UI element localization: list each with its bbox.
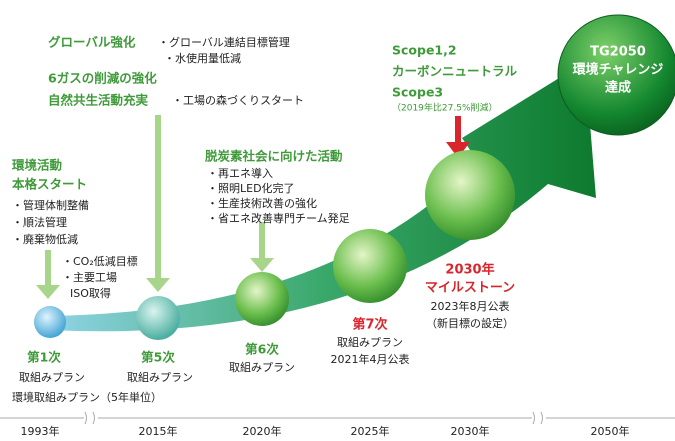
scope: Scope1,2 (392, 43, 457, 58)
plan-name: 第7次 (352, 317, 387, 333)
item: ・主要工場 (62, 271, 117, 284)
goal-text: TG2050 (590, 45, 646, 60)
goal-text: 達成 (605, 80, 631, 96)
milestone: マイルストーン (425, 281, 515, 296)
item: ・CO₂低減目標 (62, 254, 138, 268)
plan-date: 2023年8月公表 (431, 299, 510, 313)
down-arrow (36, 250, 60, 299)
plan-note: （新目標の設定） (426, 316, 514, 330)
scope: カーボンニュートラル (392, 64, 518, 79)
sphere (235, 272, 289, 326)
year: 2020年 (243, 424, 282, 438)
texts: グローバル強化 ・グローバル連結目標管理 ・水使用量低減 6ガスの削減の強化 自… (12, 35, 663, 405)
item: ・再エネ導入 (207, 166, 273, 180)
item: ・照明LED化完了 (207, 181, 295, 195)
series-note: 環境取組みプラン（5年単位） (12, 390, 162, 404)
item: ・工場の森づくりスタート (172, 93, 304, 107)
sphere (425, 150, 515, 240)
down-arrow (146, 115, 170, 292)
item: ・管理体制整備 (12, 198, 89, 212)
year: 2050年 (591, 424, 630, 438)
plan-name: 第6次 (245, 342, 279, 357)
plan-sub: 取組みプラン (19, 371, 85, 384)
plan-sub: 取組みプラン (337, 336, 403, 349)
plan-name: 第1次 (27, 350, 61, 365)
item: ・廃棄物低減 (12, 232, 78, 246)
sphere (333, 229, 407, 303)
milestone: 2030年 (445, 262, 494, 278)
year: 1993年 (21, 424, 60, 438)
timeline: 1993年 2015年 2020年 2025年 2030年 2050年 (0, 411, 675, 438)
heading: 自然共生活動充実 (48, 93, 149, 108)
year: 2030年 (451, 424, 490, 438)
item: ・水使用量低減 (164, 51, 241, 65)
heading: 脱炭素社会に向けた活動 (205, 149, 343, 164)
goal-text: 環境チャレンジ (573, 62, 664, 78)
year: 2025年 (351, 424, 390, 438)
break (84, 411, 543, 425)
item: ・順法管理 (12, 215, 67, 229)
plan-sub: 取組みプラン (229, 361, 295, 374)
scope: Scope3 (392, 85, 443, 100)
spheres (34, 14, 675, 340)
heading: 環境活動 (12, 158, 62, 173)
item: ISO取得 (70, 287, 111, 300)
down-arrow (250, 222, 274, 272)
heading: 本格スタート (12, 177, 87, 192)
plan-sub: 取組みプラン (127, 371, 193, 384)
plan-name: 第5次 (141, 350, 175, 365)
sphere (136, 296, 180, 340)
item: ・省エネ改善専門チーム発足 (207, 211, 350, 225)
item: ・グローバル連結目標管理 (158, 35, 290, 49)
goal-sphere (557, 14, 675, 136)
red-arrow (446, 116, 470, 158)
plan-date: 2021年4月公表 (331, 352, 410, 366)
heading: 6ガスの削減の強化 (48, 71, 157, 86)
scope-note: （2019年比27.5%削減） (392, 102, 498, 114)
heading: グローバル強化 (48, 35, 136, 50)
year: 2015年 (139, 424, 178, 438)
item: ・生産技術改善の強化 (207, 196, 317, 210)
sphere (34, 306, 66, 338)
